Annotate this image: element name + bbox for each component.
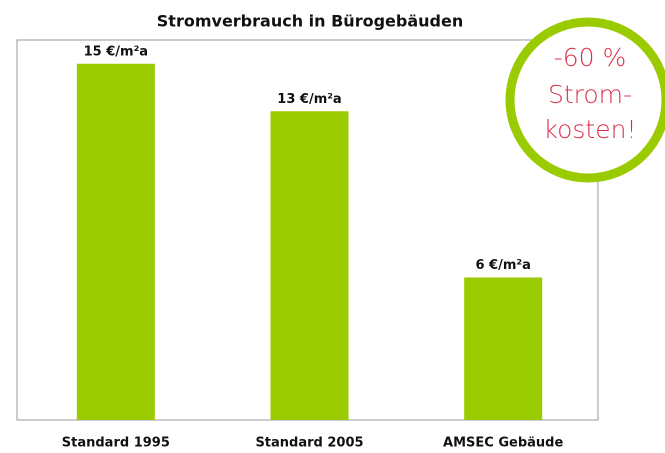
bar <box>464 277 543 420</box>
bar <box>270 111 349 420</box>
data-label: 15 €/m²a <box>84 44 148 59</box>
badge-text: kosten! <box>544 115 637 144</box>
chart-title: Stromverbrauch in Bürogebäuden <box>157 12 463 31</box>
badge-text: -60 % <box>554 43 627 72</box>
x-tick-label: AMSEC Gebäude <box>443 436 563 451</box>
data-label: 13 €/m²a <box>277 92 341 107</box>
data-label: 6 €/m²a <box>475 258 530 273</box>
x-tick-label: Standard 1995 <box>62 436 170 451</box>
badge-text: Strom- <box>548 80 632 109</box>
bar <box>76 63 155 420</box>
x-tick-label: Standard 2005 <box>255 436 363 451</box>
badge-circle <box>505 17 665 183</box>
